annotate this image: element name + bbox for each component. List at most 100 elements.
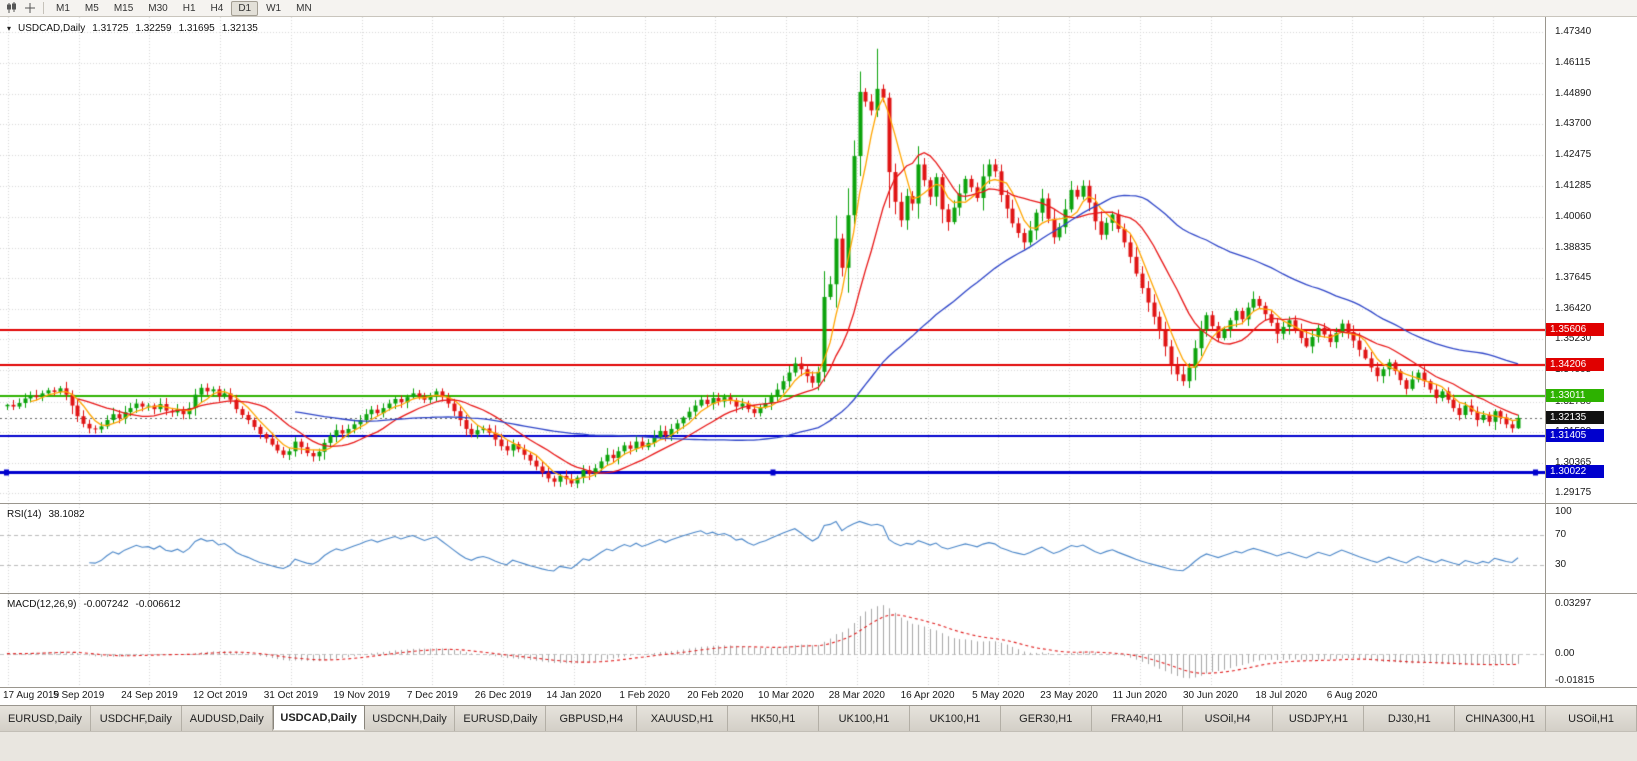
macd-panel-canvas[interactable] xyxy=(0,594,1545,687)
macd-tick: 0.03297 xyxy=(1555,598,1592,609)
ohlc-open: 1.31725 xyxy=(92,23,129,34)
date-label: 28 Mar 2020 xyxy=(828,690,885,701)
price-tick: 1.41285 xyxy=(1555,179,1592,191)
price-tick: 1.36420 xyxy=(1555,303,1592,315)
crosshair-icon[interactable] xyxy=(21,1,38,15)
macd-tick: 0.00 xyxy=(1555,647,1575,659)
current-price-badge: 1.32135 xyxy=(1546,410,1604,424)
toolbar: M1 M5 M15 M30 H1 H4 D1 W1 MN xyxy=(0,0,1637,17)
symbol-dropdown-icon[interactable]: ▾ xyxy=(7,24,12,33)
bottom-tab-usdjpy-h1[interactable]: USDJPY,H1 xyxy=(1273,706,1365,731)
date-label: 16 Apr 2020 xyxy=(900,690,955,701)
rsi-panel-canvas[interactable] xyxy=(0,504,1545,593)
price-tick: 1.46115 xyxy=(1555,57,1591,69)
bottom-tab-eurusd-daily[interactable]: EURUSD,Daily xyxy=(0,706,91,731)
date-label: 12 Oct 2019 xyxy=(192,690,248,701)
chart-symbol-label: ▾ USDCAD,Daily 1.31725 1.32259 1.31695 1… xyxy=(7,23,258,34)
price-level-badge: 1.35606 xyxy=(1546,322,1604,336)
macd-tick: -0.01815 xyxy=(1555,675,1595,686)
date-label: 17 Aug 2019 xyxy=(3,690,60,701)
rsi-tick: 30 xyxy=(1555,558,1567,570)
price-tick: 1.42475 xyxy=(1555,149,1592,161)
timeframe-d1-button[interactable]: D1 xyxy=(231,0,259,16)
timeframe-m5-button[interactable]: M5 xyxy=(78,1,106,16)
price-axis: 1.47340 1.46115 1.44890 1.43700 1.42475 1.412… xyxy=(1546,17,1637,503)
bottom-tab-usdcnh-daily[interactable]: USDCNH,Daily xyxy=(364,706,456,731)
bottom-tab-dj30-h1[interactable]: DJ30,H1 xyxy=(1364,706,1456,731)
timeframe-m30-button[interactable]: M30 xyxy=(141,1,174,16)
bottom-tab-uk100-h1[interactable]: UK100,H1 xyxy=(909,706,1001,731)
date-label: 30 Jun 2020 xyxy=(1182,690,1239,701)
timeframe-m15-button[interactable]: M15 xyxy=(107,1,140,16)
bottom-tab-hk50-h1[interactable]: HK50,H1 xyxy=(728,706,820,731)
rsi-axis: 100 70 30 xyxy=(1546,504,1637,593)
price-level-badge: 1.31405 xyxy=(1546,429,1604,443)
rsi-tick: 70 xyxy=(1555,528,1567,540)
bottom-tab-usdcad-daily[interactable]: USDCAD,Daily xyxy=(272,705,365,730)
bottom-tab-eurusd-daily[interactable]: EURUSD,Daily xyxy=(455,706,547,731)
date-label: 26 Dec 2019 xyxy=(474,690,532,701)
date-label: 14 Jan 2020 xyxy=(546,690,602,701)
chart-tabbar: EURUSD,Daily USDCHF,Daily AUDUSD,Daily USDC… xyxy=(0,705,1637,731)
price-level-badge: 1.34206 xyxy=(1546,358,1604,372)
rsi-macd-separator[interactable] xyxy=(0,593,1637,594)
bottom-tab-usdchf-daily[interactable]: USDCHF,Daily xyxy=(90,706,182,731)
timeframe-w1-button[interactable]: W1 xyxy=(259,1,288,16)
date-label: 20 Feb 2020 xyxy=(687,690,744,701)
macd-signal-value: -0.006612 xyxy=(135,599,181,610)
bottom-tab-china300-h1[interactable]: CHINA300,H1 xyxy=(1455,706,1547,731)
bottom-tab-gbpusd-h4[interactable]: GBPUSD,H4 xyxy=(546,706,638,731)
price-level-badge: 1.33011 xyxy=(1546,388,1604,402)
bottom-tab-usoil-h4[interactable]: USOil,H4 xyxy=(1182,706,1274,731)
timeframe-m1-button[interactable]: M1 xyxy=(49,1,77,16)
price-tick: 1.29175 xyxy=(1555,487,1592,498)
macd-indicator-label: MACD(12,26,9) -0.007242 -0.006612 xyxy=(7,599,181,610)
date-label: 1 Feb 2020 xyxy=(619,690,670,701)
bottom-tab-usoil-h1[interactable]: USOil,H1 xyxy=(1546,706,1637,731)
date-axis: 17 Aug 2019 5 Sep 2019 24 Sep 2019 12 Oct 2… xyxy=(0,688,1545,705)
price-tick: 1.37645 xyxy=(1555,272,1592,284)
bottom-tab-fra40-h1[interactable]: FRA40,H1 xyxy=(1091,706,1183,731)
ohlc-high: 1.32259 xyxy=(135,23,172,34)
timeframe-mn-button[interactable]: MN xyxy=(289,1,319,16)
price-level-badge: 1.30022 xyxy=(1546,464,1604,478)
main-rsi-separator[interactable] xyxy=(0,503,1637,504)
price-tick: 1.47340 xyxy=(1555,26,1592,37)
bottom-tab-ger30-h1[interactable]: GER30,H1 xyxy=(1000,706,1092,731)
bottom-tab-xauusd-h1[interactable]: XAUUSD,H1 xyxy=(637,706,729,731)
date-label: 31 Oct 2019 xyxy=(263,690,319,701)
rsi-indicator-label: RSI(14) 38.1082 xyxy=(7,509,85,520)
price-tick: 1.40060 xyxy=(1555,210,1592,222)
rsi-value: 38.1082 xyxy=(48,509,85,520)
price-tick: 1.43700 xyxy=(1555,118,1592,130)
date-label: 10 Mar 2020 xyxy=(758,690,815,701)
macd-axis: 0.03297 0.00 -0.01815 xyxy=(1546,594,1637,687)
main-chart-canvas[interactable] xyxy=(0,17,1545,503)
timeframe-h1-button[interactable]: H1 xyxy=(176,1,203,16)
macd-main-value: -0.007242 xyxy=(83,599,129,610)
rsi-tick: 100 xyxy=(1555,506,1572,517)
date-label: 18 Jul 2020 xyxy=(1255,690,1308,701)
ohlc-close: 1.32135 xyxy=(221,23,258,34)
date-label: 5 May 2020 xyxy=(972,690,1025,701)
price-tick: 1.35230 xyxy=(1555,333,1592,345)
symbol-name: USDCAD,Daily xyxy=(18,23,86,34)
price-tick: 1.38835 xyxy=(1555,241,1592,253)
price-tick: 1.30365 xyxy=(1555,456,1592,468)
ohlc-low: 1.31695 xyxy=(178,23,215,34)
date-label: 6 Aug 2020 xyxy=(1326,690,1378,701)
date-label: 5 Sep 2019 xyxy=(53,690,105,701)
rsi-name: RSI(14) xyxy=(7,509,42,520)
date-label: 23 May 2020 xyxy=(1040,690,1098,701)
price-axis-separator xyxy=(1545,17,1546,687)
candlestick-chart-icon[interactable] xyxy=(3,1,20,15)
bottom-tab-uk100-h1[interactable]: UK100,H1 xyxy=(819,706,910,731)
bottom-tab-audusd-daily[interactable]: AUDUSD,Daily xyxy=(181,706,273,731)
bottom-strip xyxy=(0,731,1637,761)
date-label: 19 Nov 2019 xyxy=(333,690,391,701)
macd-dates-separator xyxy=(0,687,1637,688)
macd-name: MACD(12,26,9) xyxy=(7,599,77,610)
timeframe-h4-button[interactable]: H4 xyxy=(204,1,231,16)
date-label: 24 Sep 2019 xyxy=(121,690,178,701)
